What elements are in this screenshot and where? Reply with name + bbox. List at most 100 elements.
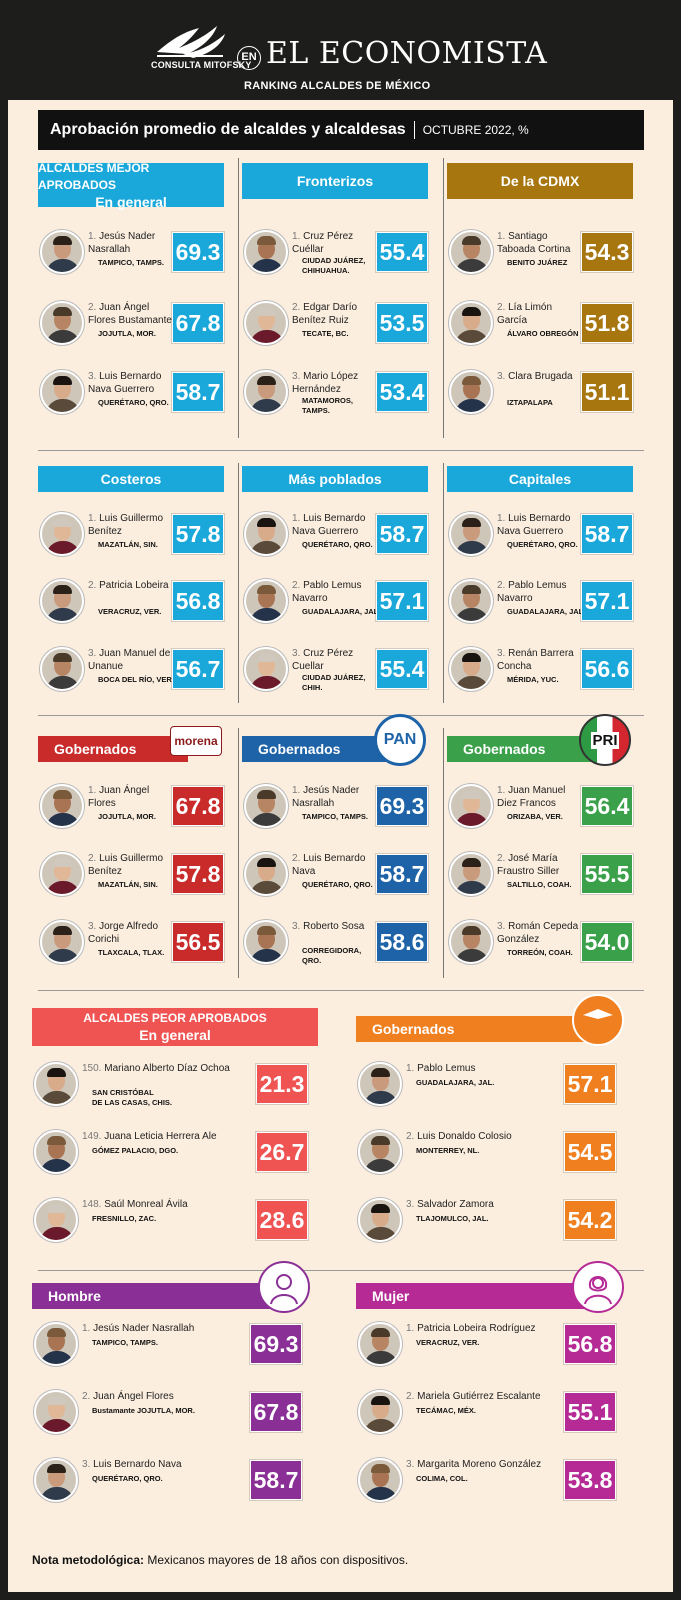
approval-score: 58.7 bbox=[172, 372, 224, 412]
municipality-line1: FRESNILLO, ZAC. bbox=[92, 1214, 157, 1223]
panel-header: Gobernados bbox=[38, 736, 188, 762]
rank: 3. bbox=[497, 648, 506, 659]
avatar bbox=[40, 230, 84, 274]
municipality: ÁLVARO OBREGÓN bbox=[507, 329, 578, 339]
municipality: GÓMEZ PALACIO, DGO. bbox=[92, 1146, 178, 1156]
pri-logo-icon: PRI bbox=[579, 714, 631, 766]
municipality: SALTILLO, COAH. bbox=[507, 880, 571, 890]
mayor-name: 2. Pablo Lemus Navarro bbox=[292, 579, 378, 605]
mayor-name: 1. Jesús Nader Nasrallah bbox=[88, 230, 174, 256]
approval-score: 54.3 bbox=[581, 232, 633, 272]
municipality-line1: SALTILLO, COAH. bbox=[507, 880, 572, 889]
avatar bbox=[449, 512, 493, 556]
panel-cdmx: De la CDMX bbox=[447, 163, 633, 463]
avatar bbox=[449, 301, 493, 345]
mayor-name-text: Juan Manuel Diez Francos bbox=[497, 785, 566, 809]
mc-logo-icon bbox=[572, 994, 624, 1046]
ranking-row: 3. Román Cepeda González TORREÓN, COAH. … bbox=[447, 916, 633, 970]
avatar bbox=[358, 1198, 402, 1242]
approval-score: 69.3 bbox=[172, 232, 224, 272]
rank: 3. bbox=[82, 1459, 91, 1470]
panel-header: Fronterizos bbox=[242, 163, 428, 199]
panel-general: ALCALDES MEJOR APROBADOS En general bbox=[38, 161, 224, 463]
ranking-row: 2. Patricia Lobeira VERACRUZ, VER. 56.8 bbox=[38, 575, 224, 629]
municipality-line2: CHIH. bbox=[302, 683, 323, 692]
avatar bbox=[34, 1322, 78, 1366]
approval-score: 51.1 bbox=[581, 372, 633, 412]
approval-score: 57.8 bbox=[172, 514, 224, 554]
mayor-name: 2. José María Fraustro Siller bbox=[497, 852, 583, 878]
rank: 2. bbox=[497, 853, 506, 864]
avatar bbox=[34, 1390, 78, 1434]
municipality: GUADALAJARA, JAL. bbox=[507, 607, 585, 617]
rank: 1. bbox=[497, 231, 506, 242]
approval-score: 55.1 bbox=[564, 1392, 616, 1432]
avatar bbox=[449, 852, 493, 896]
approval-score: 28.6 bbox=[256, 1200, 308, 1240]
municipality: FRESNILLO, ZAC. bbox=[92, 1214, 156, 1224]
mayor-name-text: Mariela Gutiérrez Escalante bbox=[417, 1391, 541, 1402]
municipality-line1: TAMPICO, TAMPS. bbox=[302, 812, 368, 821]
municipality-line1: ÁLVARO OBREGÓN bbox=[507, 329, 579, 338]
ranking-row: 150. Mariano Alberto Díaz Ochoa SAN CRIS… bbox=[32, 1058, 318, 1112]
ranking-row: 3. Renán Barrera Concha MÉRIDA, YUC. 56.… bbox=[447, 643, 633, 697]
avatar bbox=[358, 1062, 402, 1106]
panel-title: Capitales bbox=[508, 471, 572, 487]
approval-score: 53.4 bbox=[376, 372, 428, 412]
panel-morena: Gobernados morena bbox=[38, 726, 224, 1036]
panel-title: Gobernados bbox=[258, 741, 341, 757]
rank: 1. bbox=[88, 785, 97, 796]
rank: 3. bbox=[88, 921, 97, 932]
approval-score: 58.6 bbox=[376, 922, 428, 962]
mayor-name-text: Juan Ángel Flores bbox=[93, 1391, 174, 1402]
mayor-name: 2. Pablo Lemus Navarro bbox=[497, 579, 583, 605]
avatar bbox=[244, 301, 288, 345]
panel-title: Hombre bbox=[48, 1288, 101, 1304]
brand-subtitle: RANKING ALCALDES DE MÉXICO bbox=[244, 80, 431, 92]
avatar bbox=[244, 230, 288, 274]
mayor-name-text: Lía Limón García bbox=[497, 302, 553, 326]
mayor-name-text: Luis Bernardo Nava bbox=[292, 853, 366, 877]
municipality: MATAMOROS, TAMPS. bbox=[302, 396, 353, 416]
mayor-name: 3. Luis Bernardo Nava bbox=[82, 1458, 252, 1471]
mayor-name-text: Salvador Zamora bbox=[417, 1199, 494, 1210]
mayor-name: 2. Juan Ángel Flores Bustamante bbox=[88, 301, 174, 327]
municipality-line1: TECÁMAC, MÉX. bbox=[416, 1406, 476, 1415]
divider bbox=[238, 463, 239, 703]
municipality: CIUDAD JUÁREZ, CHIH. bbox=[302, 673, 365, 693]
panel-pri: Gobernados PRI bbox=[447, 714, 633, 1036]
mayor-name: 2. Luis Donaldo Colosio bbox=[406, 1130, 576, 1143]
ranking-row: 2. Luis Bernardo Nava QUERÉTARO, QRO. 58… bbox=[242, 848, 428, 902]
mayor-name: 3. Roberto Sosa bbox=[292, 920, 378, 933]
municipality-line1: TLAJOMULCO, JAL. bbox=[416, 1214, 489, 1223]
approval-score: 57.1 bbox=[581, 581, 633, 621]
mayor-name: 3. Mario López Hernández bbox=[292, 370, 378, 396]
mayor-name-text: Jesús Nader Nasrallah bbox=[93, 1323, 195, 1334]
rank: 1. bbox=[292, 231, 301, 242]
rank: 1. bbox=[497, 785, 506, 796]
mayor-name: 149. Juana Leticia Herrera Ale bbox=[82, 1130, 252, 1143]
avatar bbox=[449, 784, 493, 828]
panel-header: Gobernados bbox=[242, 736, 392, 762]
mitofsky-logo-text: CONSULTA MITOFSKY bbox=[151, 60, 252, 70]
rank: 3. bbox=[88, 648, 97, 659]
municipality-line1: GUADALAJARA, JAL. bbox=[416, 1078, 495, 1087]
ranking-row: 2. Luis Guillermo Benítez MAZATLÁN, SIN.… bbox=[38, 848, 224, 902]
municipality-line1: BENITO JUÁREZ bbox=[507, 258, 568, 267]
municipality: IZTAPALAPA bbox=[507, 398, 553, 408]
rank: 2. bbox=[82, 1391, 91, 1402]
municipality: BENITO JUÁREZ bbox=[507, 258, 567, 268]
mayor-name: 3. Román Cepeda González bbox=[497, 920, 583, 946]
municipality: TAMPICO, TAMPS. bbox=[98, 258, 164, 268]
mayor-name: 1. Luis Guillermo Benítez bbox=[88, 512, 174, 538]
mayor-name: 2. Mariela Gutiérrez Escalante bbox=[406, 1390, 576, 1403]
mayor-name-text: Juan Ángel Flores bbox=[88, 785, 150, 809]
header: CONSULTA MITOFSKY EN EL ECONOMISTA RANKI… bbox=[8, 8, 673, 100]
rank: 1. bbox=[88, 513, 97, 524]
rank: 2. bbox=[88, 580, 97, 591]
panel-header: De la CDMX bbox=[447, 163, 633, 199]
municipality-line1: IZTAPALAPA bbox=[507, 398, 553, 407]
municipality-line2: QRO. bbox=[302, 956, 322, 965]
rank: 3. bbox=[406, 1459, 415, 1470]
municipality: BOCA DEL RÍO, VER. bbox=[98, 675, 174, 685]
